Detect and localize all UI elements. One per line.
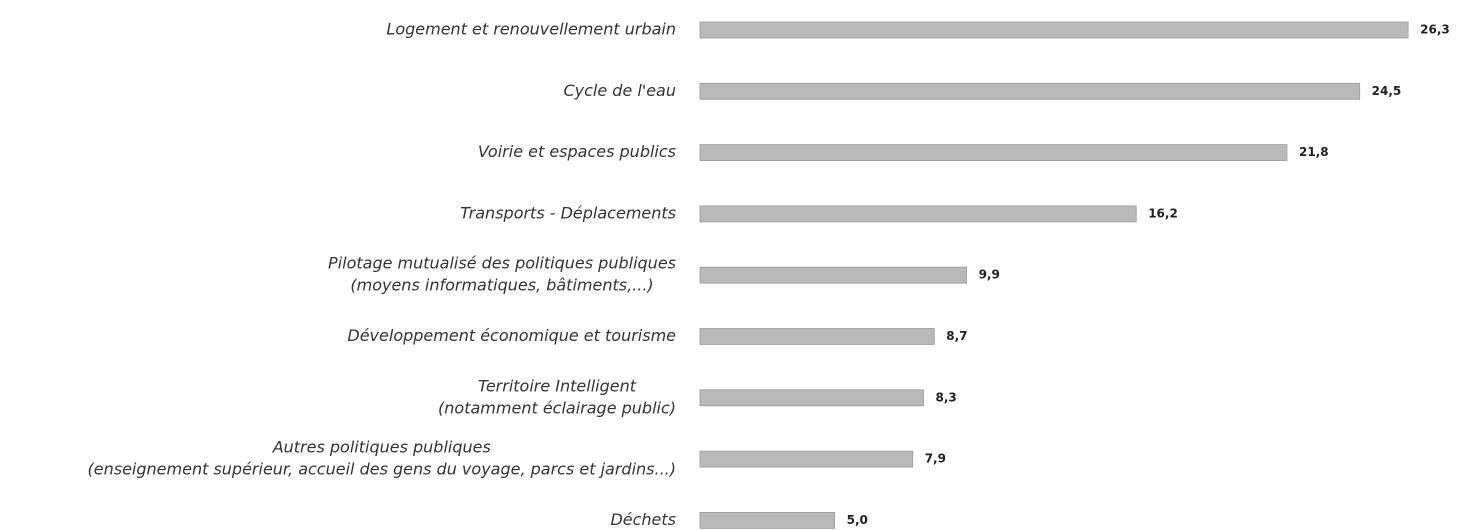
category-label: (enseignement supérieur, accueil des gen… bbox=[88, 460, 676, 479]
category-label: Autres politiques publiques bbox=[272, 438, 491, 457]
value-label: 9,9 bbox=[979, 268, 1000, 282]
category-label: (notamment éclairage public) bbox=[438, 398, 676, 417]
category-label: Transports - Déplacements bbox=[460, 203, 676, 222]
category-label: Pilotage mutualisé des politiques publiq… bbox=[328, 254, 676, 273]
bar bbox=[699, 389, 924, 407]
bar bbox=[699, 205, 1137, 223]
bar bbox=[699, 328, 935, 345]
value-label: 24,5 bbox=[1372, 84, 1402, 98]
category-label: Cycle de l'eau bbox=[563, 81, 676, 100]
bar bbox=[699, 450, 914, 468]
bar bbox=[699, 266, 967, 284]
value-label: 8,7 bbox=[946, 329, 967, 343]
category-label: Logement et renouvellement urbain bbox=[386, 20, 676, 39]
bar bbox=[699, 144, 1288, 162]
value-label: 5,0 bbox=[847, 513, 868, 527]
value-label: 7,9 bbox=[925, 452, 946, 466]
category-label: Territoire Intelligent bbox=[478, 376, 637, 395]
value-label: 8,3 bbox=[935, 390, 956, 404]
value-label: 26,3 bbox=[1420, 23, 1450, 37]
category-label: Développement économique et tourisme bbox=[347, 326, 676, 345]
bar bbox=[699, 512, 836, 529]
category-label: Voirie et espaces publics bbox=[478, 142, 676, 161]
value-label: 16,2 bbox=[1148, 206, 1178, 220]
category-label: Déchets bbox=[610, 510, 676, 529]
bar bbox=[699, 82, 1361, 100]
bar bbox=[699, 21, 1409, 39]
category-label: (moyens informatiques, bâtiments,...) bbox=[350, 276, 653, 295]
value-label: 21,8 bbox=[1299, 145, 1329, 159]
